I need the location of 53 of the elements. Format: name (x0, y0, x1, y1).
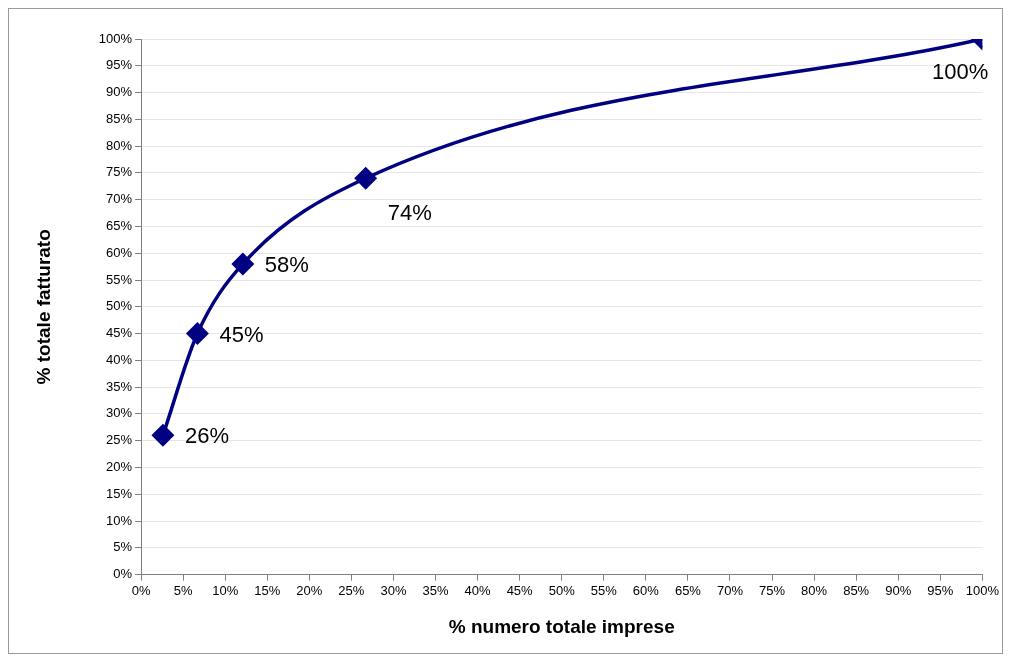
x-tick-label: 35% (422, 582, 449, 598)
data-label: 45% (219, 321, 264, 347)
y-tick-label: 70% (106, 191, 133, 207)
x-tick-label: 100% (965, 582, 1000, 598)
x-tick-label: 55% (590, 582, 618, 598)
y-tick-label: 80% (106, 137, 133, 153)
y-tick-label: 15% (106, 485, 133, 501)
y-tick-label: 45% (106, 325, 133, 341)
y-tick-label: 75% (106, 164, 133, 180)
y-tick-label: 20% (106, 459, 133, 475)
y-tick-label: 65% (106, 218, 133, 234)
y-tick-label: 55% (106, 271, 133, 287)
y-tick-label: 10% (106, 512, 133, 528)
x-tick-label: 95% (927, 582, 954, 598)
x-tick-label: 10% (212, 582, 239, 598)
y-axis-title: % totale fatturato (32, 229, 54, 385)
data-label: 100% (932, 59, 989, 85)
y-tick-label: 5% (113, 539, 133, 555)
y-tick-label: 25% (106, 432, 133, 448)
y-tick-label: 95% (106, 57, 133, 73)
data-label: 74% (387, 200, 432, 226)
x-tick-label: 0% (131, 582, 151, 598)
x-tick-label: 70% (716, 582, 744, 598)
x-tick-label: 85% (843, 582, 870, 598)
x-tick-label: 30% (380, 582, 407, 598)
x-tick-label: 5% (173, 582, 193, 598)
y-tick-label: 60% (106, 244, 133, 260)
x-tick-label: 45% (506, 582, 534, 598)
x-tick-label: 40% (464, 582, 492, 598)
x-tick-label: 65% (674, 582, 702, 598)
x-tick-label: 15% (254, 582, 281, 598)
y-tick-label: 35% (106, 378, 133, 394)
y-tick-label: 100% (98, 30, 133, 46)
x-axis-title: % numero totale imprese (448, 615, 675, 637)
point (186, 322, 209, 345)
y-tick-label: 40% (106, 351, 133, 367)
y-tick-label: 30% (106, 405, 133, 421)
x-tick-label: 50% (548, 582, 576, 598)
x-tick-label: 25% (338, 582, 365, 598)
x-tick-label: 80% (801, 582, 828, 598)
x-tick-label: 90% (885, 582, 912, 598)
y-tick-label: 0% (113, 566, 133, 582)
y-tick-label: 50% (106, 298, 133, 314)
data-label: 58% (264, 252, 309, 278)
point (354, 167, 377, 190)
point (152, 424, 174, 447)
y-tick-label: 85% (106, 110, 133, 126)
x-tick-label: 75% (759, 582, 786, 598)
data-label: 26% (184, 423, 229, 449)
x-tick-label: 60% (632, 582, 660, 598)
x-tick-label: 20% (296, 582, 323, 598)
point (232, 253, 254, 275)
y-tick-label: 90% (106, 84, 133, 100)
